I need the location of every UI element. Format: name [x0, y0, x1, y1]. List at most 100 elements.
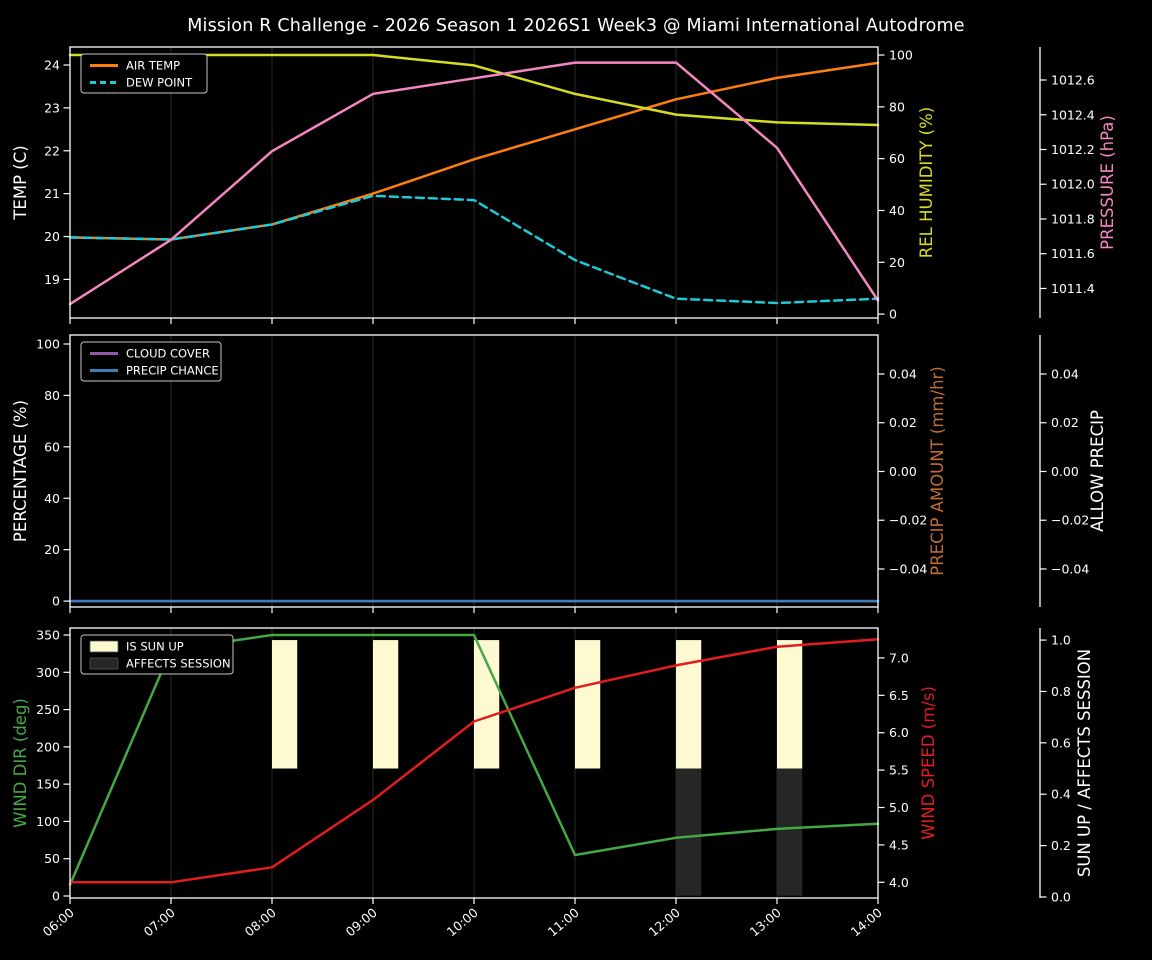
tick-label: 1012.6 [1051, 73, 1095, 88]
tick-label: 80 [44, 388, 60, 403]
tick-label: 6.5 [889, 688, 909, 703]
left-axis-label: PERCENTAGE (%) [11, 400, 30, 542]
tick-label: 4.0 [889, 875, 909, 890]
tick-label: 0.00 [889, 464, 917, 479]
tick-label: 23 [44, 100, 60, 115]
tick-label: −0.02 [1051, 513, 1089, 528]
is-sun-up-bar [272, 640, 298, 769]
tick-label: 60 [44, 439, 60, 454]
tick-label: 80 [889, 99, 905, 114]
tick-label: 0.6 [1051, 735, 1071, 750]
x-tick-label: 06:00 [40, 905, 77, 940]
tick-label: 100 [36, 336, 60, 351]
tick-label: 250 [36, 702, 60, 717]
tick-label: 0 [52, 594, 60, 609]
tick-label: 300 [36, 665, 60, 680]
tick-label: 350 [36, 628, 60, 643]
is-sun-up-bar [676, 640, 702, 769]
pressure-line [68, 61, 880, 306]
tick-label: 1012.0 [1051, 177, 1095, 192]
figure-title: Mission R Challenge - 2026 Season 1 2026… [187, 16, 965, 36]
legend-temp-humidity-pressure: AIR TEMP DEW POINT [80, 53, 208, 94]
tick-label: 1011.6 [1051, 246, 1095, 261]
is-sun-up-bar [474, 640, 500, 769]
right1-axis-label: REL HUMIDITY (%) [917, 107, 936, 258]
tick-label: 1012.4 [1051, 107, 1095, 122]
tick-label: 0.8 [1051, 684, 1071, 699]
tick-label: 60 [889, 151, 905, 166]
is-sun-up-bar [777, 640, 803, 769]
tick-label: 5.5 [889, 763, 909, 778]
tick-label: −0.04 [889, 561, 927, 576]
affects-session-bar [777, 768, 803, 896]
x-tick-label: 08:00 [242, 905, 279, 940]
tick-label: 0.2 [1051, 838, 1071, 853]
tick-label: 4.5 [889, 837, 909, 852]
tick-label: 19 [44, 272, 60, 287]
x-tick-label: 09:00 [343, 905, 380, 940]
tick-label: 200 [36, 739, 60, 754]
is-sun-up-bar [373, 640, 399, 769]
tick-label: 1011.8 [1051, 211, 1095, 226]
x-tick-label: 12:00 [646, 905, 683, 940]
x-tick-label: 14:00 [848, 905, 885, 940]
tick-label: 150 [36, 777, 60, 792]
tick-label: −0.02 [889, 513, 927, 528]
legend-label: AFFECTS SESSION [126, 657, 231, 671]
tick-label: 40 [44, 491, 60, 506]
tick-label: −0.04 [1051, 561, 1089, 576]
legend-label: CLOUD COVER [126, 347, 210, 361]
tick-label: 0.02 [889, 415, 917, 430]
affects-session-legend-swatch [89, 657, 119, 670]
tick-label: 0.0 [1051, 889, 1071, 904]
legend-label: IS SUN UP [126, 640, 184, 654]
tick-label: 20 [889, 255, 905, 270]
legend-cloud-precip: CLOUD COVER PRECIP CHANCE [80, 341, 222, 382]
is-sun-up-legend-swatch [89, 640, 119, 653]
tick-label: 20 [44, 229, 60, 244]
legend-label: AIR TEMP [126, 59, 180, 73]
tick-label: 1.0 [1051, 633, 1071, 648]
tick-label: 20 [44, 542, 60, 557]
tick-label: 21 [44, 186, 60, 201]
legend-label: DEW POINT [126, 76, 193, 90]
tick-label: 100 [889, 48, 913, 63]
tick-label: 50 [44, 851, 60, 866]
legend-label: PRECIP CHANCE [126, 364, 219, 378]
tick-label: 0.4 [1051, 787, 1071, 802]
tick-label: 24 [44, 58, 60, 73]
tick-label: 7.0 [889, 650, 909, 665]
tick-label: 22 [44, 143, 60, 158]
tick-label: 0.00 [1051, 464, 1079, 479]
panel-temp-humidity-pressure: 19 20 21 22 23 24 0 20 40 60 80 100 1011.4 1011.6 1011… [11, 46, 1117, 324]
left-axis-label: WIND DIR (deg) [11, 698, 30, 828]
x-tick-label: 10:00 [444, 905, 481, 940]
tick-label: 0.04 [889, 366, 917, 381]
is-sun-up-bars [272, 640, 803, 769]
right1-axis-label: WIND SPEED (m/s) [919, 686, 938, 840]
tick-label: 6.0 [889, 725, 909, 740]
x-tick-label: 13:00 [747, 905, 784, 940]
tick-label: 0.02 [1051, 415, 1079, 430]
legend-wind-sun: IS SUN UP AFFECTS SESSION [80, 634, 234, 675]
tick-label: 5.0 [889, 800, 909, 815]
tick-label: 0 [52, 888, 60, 903]
wind-speed-line [68, 637, 880, 884]
tick-label: 1012.2 [1051, 142, 1095, 157]
tick-label: 1011.4 [1051, 281, 1095, 296]
right2-axis-label: SUN UP / AFFECTS SESSION [1075, 649, 1094, 877]
is-sun-up-bar [575, 640, 601, 769]
affects-session-bars [676, 768, 803, 896]
right1-axis-label: PRECIP AMOUNT (mm/hr) [928, 366, 947, 576]
right2-axis-label: PRESSURE (hPa) [1098, 115, 1117, 250]
tick-label: 100 [36, 814, 60, 829]
tick-label: 0.04 [1051, 366, 1079, 381]
tick-label: 40 [889, 203, 905, 218]
right2-axis-label: ALLOW PRECIP [1088, 410, 1107, 532]
affects-session-bar [676, 768, 702, 896]
legend-box [80, 634, 234, 675]
dew-point-line [68, 194, 880, 305]
tick-label: 0 [889, 307, 897, 322]
